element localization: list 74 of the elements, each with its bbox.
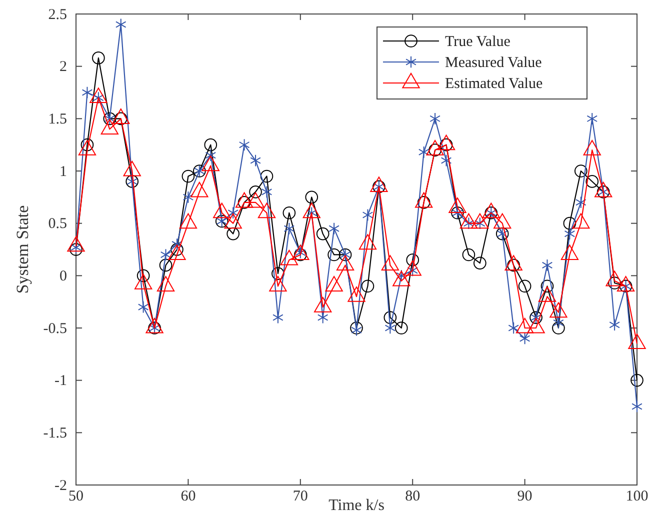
- y-tick-label: -1: [54, 373, 67, 390]
- point: [632, 400, 642, 413]
- point: [406, 254, 420, 266]
- point: [384, 311, 397, 324]
- point: [518, 280, 532, 293]
- point: [228, 206, 238, 220]
- x-tick-label: 70: [292, 488, 308, 505]
- point: [317, 311, 328, 324]
- point: [542, 259, 553, 272]
- point: [328, 222, 340, 235]
- point: [92, 52, 105, 64]
- point: [261, 186, 272, 198]
- x-tick-label: 80: [405, 488, 420, 505]
- point: [474, 256, 486, 270]
- y-tick-label: -0.5: [43, 320, 67, 337]
- point: [138, 300, 149, 314]
- legend-label: Measured Value: [445, 55, 542, 71]
- point: [260, 170, 274, 183]
- y-tick-label: 2: [60, 59, 67, 76]
- point: [462, 248, 476, 262]
- point: [609, 318, 620, 332]
- y-tick-label: -2: [54, 478, 67, 494]
- point: [238, 138, 250, 151]
- x-tick-label: 100: [626, 488, 648, 505]
- point: [430, 112, 440, 125]
- x-tick-label: 50: [68, 488, 84, 505]
- y-axis-title: System State: [13, 205, 32, 294]
- point: [272, 267, 284, 280]
- point: [564, 228, 576, 240]
- point: [586, 112, 598, 125]
- point: [250, 154, 261, 167]
- point: [205, 149, 216, 162]
- point: [172, 238, 182, 250]
- y-tick-label: 2.5: [48, 6, 67, 23]
- point: [282, 206, 296, 220]
- point: [586, 175, 599, 188]
- point: [182, 191, 194, 204]
- point: [328, 248, 340, 262]
- point: [563, 216, 576, 230]
- y-tick-label: -1.5: [43, 425, 67, 442]
- point: [394, 322, 408, 334]
- x-axis-title: Time k/s: [328, 497, 384, 512]
- legend-label: Estimated Value: [445, 76, 543, 92]
- x-tick-label: 60: [180, 488, 196, 505]
- point: [204, 138, 218, 152]
- point: [552, 322, 565, 334]
- point: [159, 258, 172, 272]
- point: [226, 227, 240, 240]
- point: [508, 322, 519, 334]
- point: [540, 280, 554, 293]
- point: [316, 227, 330, 240]
- point: [160, 248, 172, 261]
- point: [384, 322, 396, 334]
- point: [284, 222, 295, 235]
- x-tick-label: 90: [517, 488, 532, 505]
- point: [574, 164, 588, 178]
- point: [362, 208, 374, 222]
- point: [440, 154, 452, 167]
- point: [305, 190, 318, 204]
- point: [182, 170, 195, 183]
- point: [82, 86, 93, 99]
- point: [575, 196, 586, 209]
- y-tick-label: 0.5: [48, 216, 67, 232]
- point: [630, 374, 644, 387]
- point: [249, 186, 262, 198]
- point: [272, 311, 284, 324]
- y-tick-label: 0: [60, 268, 67, 284]
- y-tick-label: 1.5: [48, 111, 67, 128]
- point: [553, 316, 564, 329]
- point: [418, 146, 430, 158]
- legend-label: True Value: [445, 34, 511, 50]
- point: [519, 332, 530, 345]
- y-tick-label: 1: [60, 164, 67, 180]
- point: [361, 280, 374, 293]
